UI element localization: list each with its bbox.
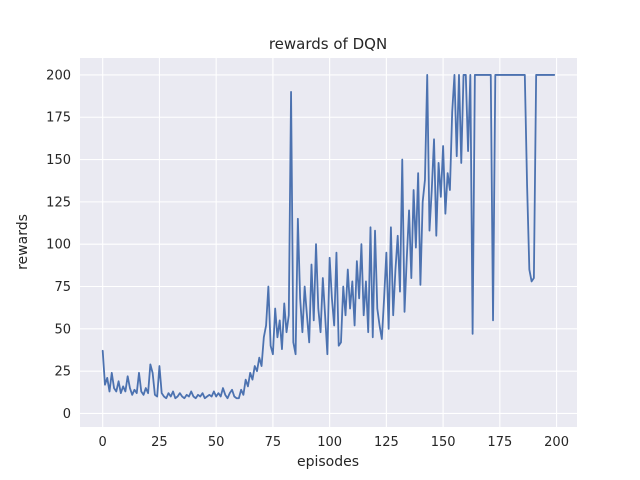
x-tick-label: 50: [208, 435, 225, 450]
x-tick-label: 75: [265, 435, 282, 450]
y-tick-label: 125: [46, 195, 71, 210]
x-tick-label: 125: [374, 435, 399, 450]
x-tick-label: 0: [99, 435, 107, 450]
x-axis-label: episodes: [297, 454, 359, 470]
chart-title: rewards of DQN: [269, 35, 387, 53]
x-tick-label: 175: [487, 435, 512, 450]
y-tick-label: 100: [46, 238, 71, 253]
reward-series-line: [101, 74, 556, 400]
x-tick-label: 25: [151, 435, 168, 450]
y-axis-label: rewards: [15, 214, 31, 270]
x-tick-label: 100: [317, 435, 342, 450]
y-tick-label: 50: [54, 322, 71, 337]
y-tick-label: 200: [46, 68, 71, 83]
y-tick-label: 150: [46, 153, 71, 168]
x-tick-label: 200: [544, 435, 569, 450]
y-tick-label: 0: [63, 407, 71, 422]
y-tick-label: 175: [46, 111, 71, 126]
series-group: [101, 74, 556, 400]
y-tick-label: 75: [54, 280, 71, 295]
x-tick-label: 150: [431, 435, 456, 450]
tick-labels-group: 0 25 50 75 100 125 150 175 200 0 25 50 75 100 125 150 17…: [46, 68, 569, 450]
y-tick-label: 25: [54, 365, 71, 380]
